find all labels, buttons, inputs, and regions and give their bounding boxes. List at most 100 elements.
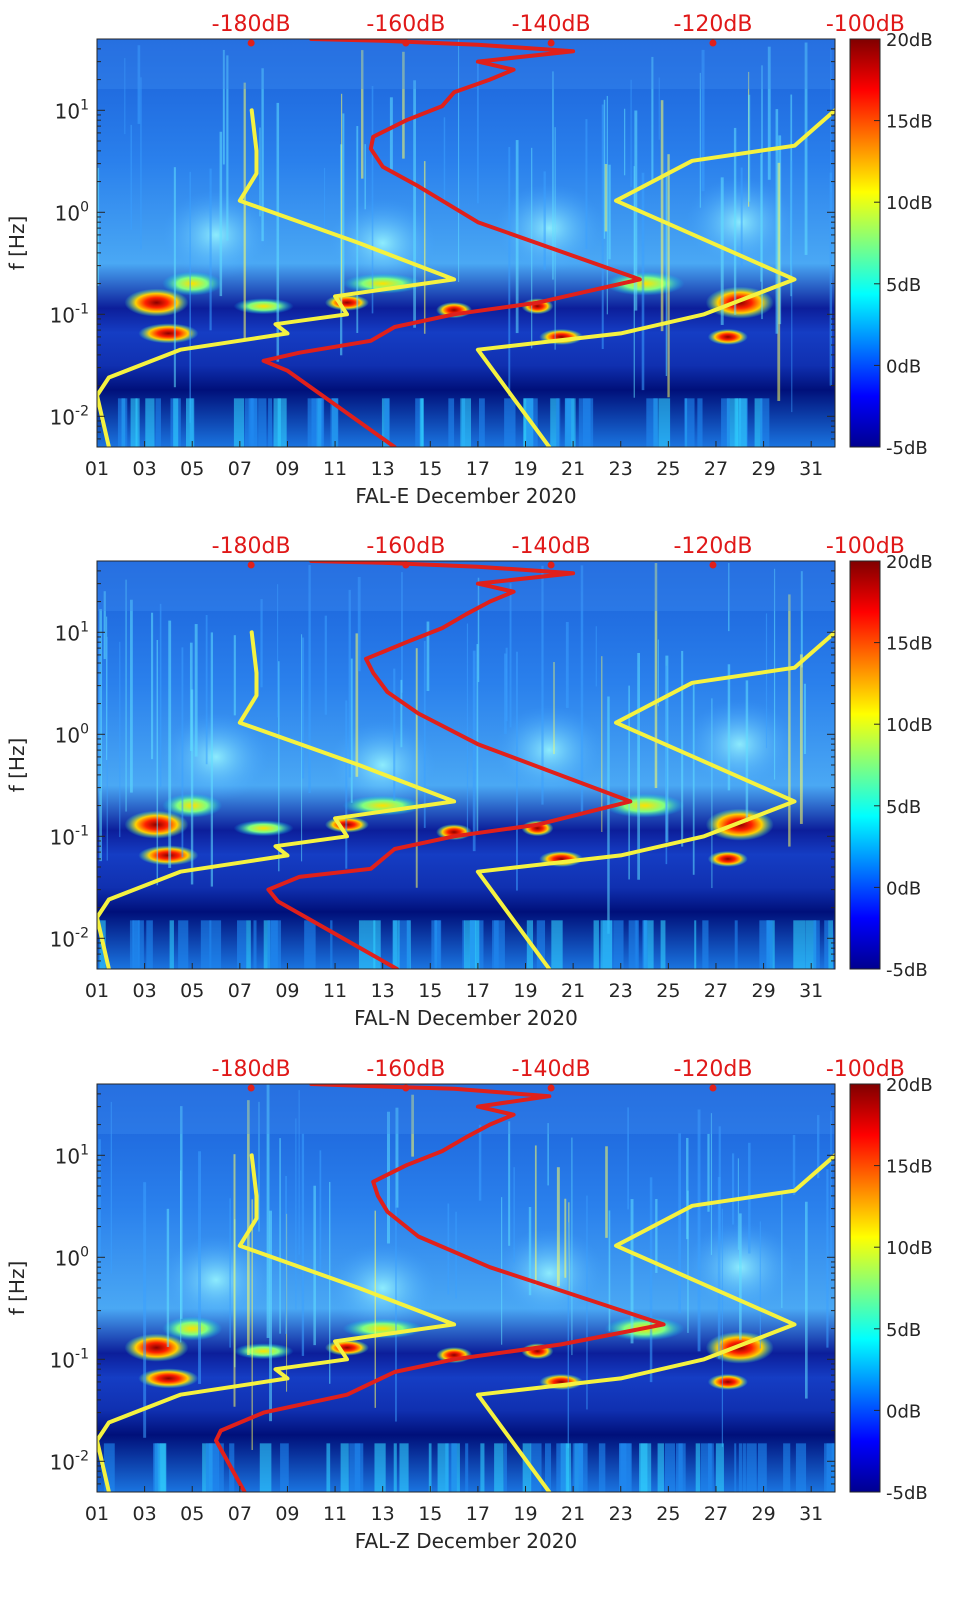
spectrogram bbox=[97, 39, 835, 447]
x-axis-label: FAL-Z December 2020 bbox=[355, 1529, 577, 1553]
x-tick-label: 11 bbox=[323, 980, 347, 1002]
x-tick-label: 21 bbox=[561, 1503, 585, 1525]
x-tick-label: 17 bbox=[466, 1503, 490, 1525]
top-axis-tick-label: -120dB bbox=[673, 534, 752, 559]
x-tick-label: 15 bbox=[418, 1503, 442, 1525]
top-axis-tick-mark bbox=[402, 1084, 410, 1092]
x-tick-label: 27 bbox=[704, 1503, 728, 1525]
colorbar-tick-label: 15dB bbox=[886, 634, 933, 655]
yellow-high-noise-curve bbox=[475, 630, 835, 969]
colorbar-tick-label: 5dB bbox=[886, 797, 921, 818]
x-tick-label: 09 bbox=[275, 1503, 299, 1525]
colorbar-tick-label: -5dB bbox=[886, 438, 928, 459]
colorbar-tick-label: 0dB bbox=[886, 356, 921, 377]
x-tick-label: 03 bbox=[133, 980, 157, 1002]
x-tick-label: 13 bbox=[371, 1503, 395, 1525]
colorbar-tick-label: 5dB bbox=[886, 275, 921, 296]
x-tick-label: 23 bbox=[609, 1503, 633, 1525]
red-median-curve bbox=[261, 39, 642, 447]
colorbar-tick-label: -5dB bbox=[886, 1483, 928, 1504]
panel-fal-z: 01 03 05 07 09 11 13 15 17 19 21 23 25 27 29 31 FAL-Z De… bbox=[5, 1057, 933, 1553]
top-axis-tick-label: -120dB bbox=[673, 1057, 752, 1082]
x-axis-label: FAL-N December 2020 bbox=[354, 1006, 578, 1030]
x-tick-label: 15 bbox=[418, 458, 442, 480]
x-tick-label: 31 bbox=[799, 458, 823, 480]
yellow-low-noise-curve bbox=[97, 1153, 457, 1492]
x-tick-label: 29 bbox=[751, 458, 775, 480]
colorbar-tick-label: 20dB bbox=[886, 1075, 933, 1096]
x-axis-label: FAL-E December 2020 bbox=[355, 484, 576, 508]
top-axis-tick-mark bbox=[247, 1084, 255, 1092]
panel-fal-n: 01 03 05 07 09 11 13 15 17 19 21 23 25 27 29 31 FAL-N De… bbox=[5, 534, 933, 1030]
x-tick-label: 15 bbox=[418, 980, 442, 1002]
x-tick-label: 23 bbox=[609, 980, 633, 1002]
top-axis-tick-mark bbox=[547, 39, 555, 47]
y-tick-label: 10-2 bbox=[50, 925, 89, 951]
red-median-curve bbox=[266, 561, 633, 969]
x-tick-label: 25 bbox=[656, 458, 680, 480]
x-tick-label: 31 bbox=[799, 1503, 823, 1525]
yellow-low-noise-curve bbox=[97, 108, 457, 447]
y-axis-label: f [Hz] bbox=[5, 738, 29, 793]
x-tick-label: 05 bbox=[180, 458, 204, 480]
y-tick-label: 10-1 bbox=[50, 301, 89, 327]
top-axis-tick-mark bbox=[547, 1084, 555, 1092]
x-tick-label: 23 bbox=[609, 458, 633, 480]
colorbar-tick-label: -5dB bbox=[886, 960, 928, 981]
y-tick-label: 101 bbox=[55, 1142, 89, 1168]
y-axis-label: f [Hz] bbox=[5, 1261, 29, 1316]
x-tick-label: 07 bbox=[228, 458, 252, 480]
top-axis-tick-mark bbox=[402, 561, 410, 569]
y-tick-label: 101 bbox=[55, 619, 89, 645]
x-tick-label: 09 bbox=[275, 980, 299, 1002]
x-tick-label: 05 bbox=[180, 1503, 204, 1525]
top-axis-tick-mark bbox=[247, 561, 255, 569]
x-tick-label: 09 bbox=[275, 458, 299, 480]
top-axis-tick-label: -160dB bbox=[366, 534, 445, 559]
y-tick-label: 100 bbox=[55, 199, 89, 225]
colorbar bbox=[849, 560, 881, 970]
top-axis-tick-mark bbox=[247, 39, 255, 47]
colorbar-tick-label: 10dB bbox=[886, 1238, 933, 1259]
x-tick-label: 07 bbox=[228, 980, 252, 1002]
y-tick-label: 100 bbox=[55, 1244, 89, 1270]
top-axis-tick-mark bbox=[709, 561, 717, 569]
colorbar-tick-label: 5dB bbox=[886, 1320, 921, 1341]
top-axis-tick-label: -180dB bbox=[212, 1057, 291, 1082]
y-tick-label: 10-1 bbox=[50, 823, 89, 849]
spectrogram bbox=[97, 561, 835, 969]
x-tick-label: 17 bbox=[466, 980, 490, 1002]
x-tick-label: 21 bbox=[561, 458, 585, 480]
top-axis-tick-mark bbox=[709, 39, 717, 47]
yellow-high-noise-curve bbox=[475, 108, 835, 447]
y-tick-label: 10-1 bbox=[50, 1346, 89, 1372]
yellow-high-noise-curve bbox=[475, 1153, 835, 1492]
x-tick-label: 05 bbox=[180, 980, 204, 1002]
top-axis-tick-label: -100dB bbox=[826, 12, 905, 37]
colorbar-tick-label: 15dB bbox=[886, 1157, 933, 1178]
x-tick-label: 13 bbox=[371, 458, 395, 480]
y-tick-label: 100 bbox=[55, 721, 89, 747]
y-axis-label: f [Hz] bbox=[5, 216, 29, 271]
x-tick-label: 19 bbox=[513, 980, 537, 1002]
spectrogram bbox=[97, 1084, 835, 1492]
y-tick-label: 10-2 bbox=[50, 1448, 89, 1474]
colorbar-tick-label: 20dB bbox=[886, 30, 933, 51]
top-axis-tick-label: -140dB bbox=[512, 1057, 591, 1082]
x-tick-label: 11 bbox=[323, 458, 347, 480]
colorbar bbox=[849, 1083, 881, 1493]
top-axis-tick-mark bbox=[402, 39, 410, 47]
x-tick-label: 03 bbox=[133, 458, 157, 480]
top-axis-tick-mark bbox=[709, 1084, 717, 1092]
x-tick-label: 31 bbox=[799, 980, 823, 1002]
y-tick-label: 101 bbox=[55, 97, 89, 123]
top-axis-tick-label: -160dB bbox=[366, 12, 445, 37]
x-tick-label: 07 bbox=[228, 1503, 252, 1525]
colorbar-tick-label: 20dB bbox=[886, 552, 933, 573]
colorbar-tick-label: 15dB bbox=[886, 112, 933, 133]
top-axis-tick-label: -180dB bbox=[212, 12, 291, 37]
colorbar-tick-label: 0dB bbox=[886, 1401, 921, 1422]
x-tick-label: 13 bbox=[371, 980, 395, 1002]
x-tick-label: 11 bbox=[323, 1503, 347, 1525]
